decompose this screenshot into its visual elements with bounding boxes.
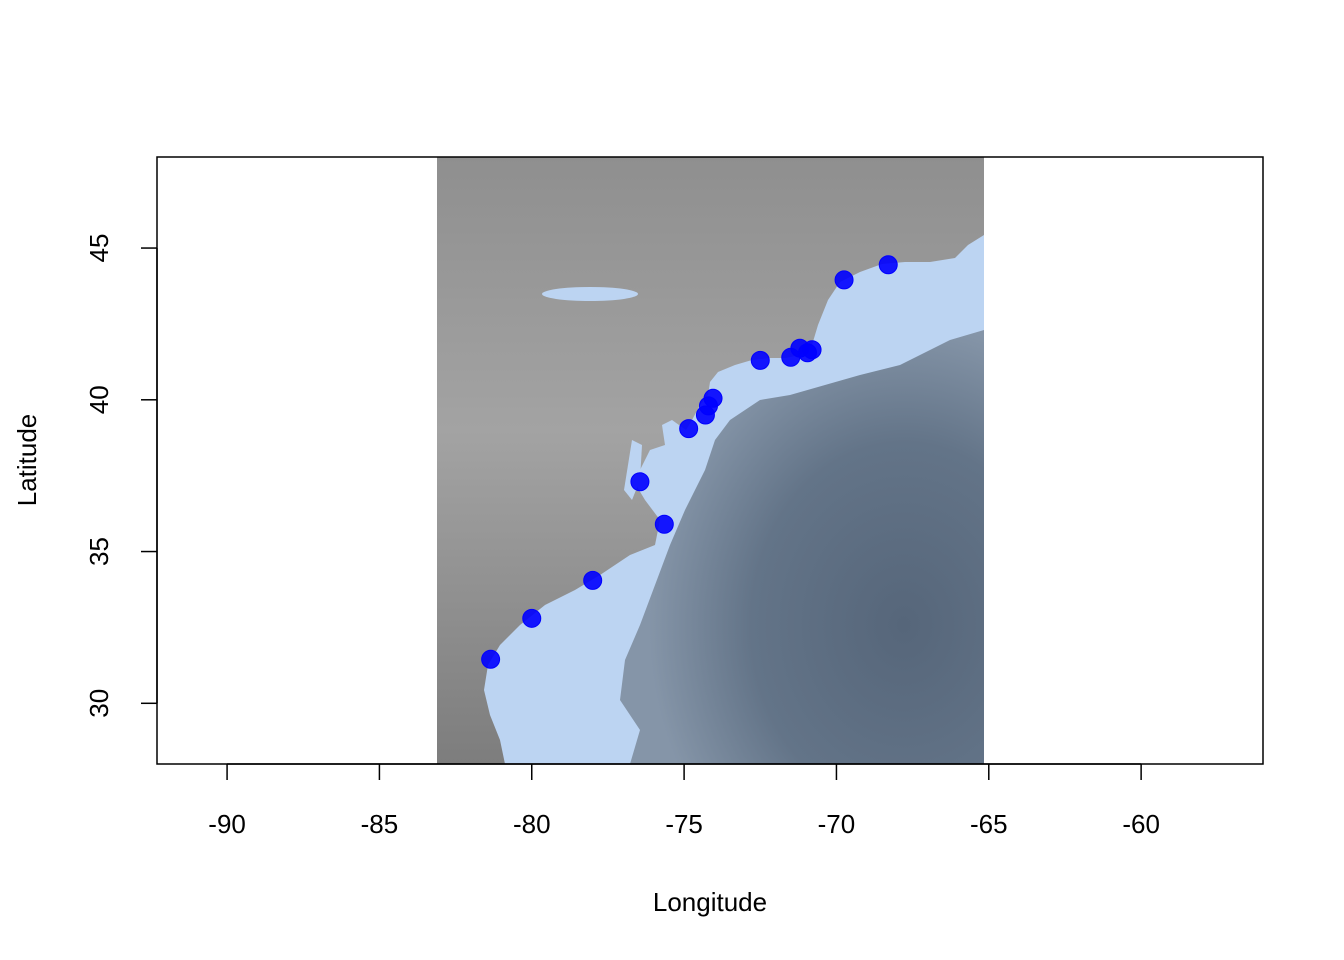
land (437, 157, 984, 764)
y-axis-label: Latitude (12, 414, 42, 507)
station-point (750, 350, 770, 370)
y-tick-label: 40 (84, 385, 114, 414)
y-tick-label: 35 (84, 537, 114, 566)
x-tick-label: -90 (208, 809, 246, 839)
y-tick-label: 30 (84, 689, 114, 718)
station-point (583, 570, 603, 590)
x-tick-label: -85 (361, 809, 399, 839)
station-point (679, 419, 699, 439)
station-point (522, 608, 542, 628)
x-tick-label: -65 (970, 809, 1008, 839)
station-point (630, 472, 650, 492)
x-tick-label: -75 (665, 809, 703, 839)
data-points (481, 255, 898, 669)
x-tick-label: -60 (1122, 809, 1160, 839)
x-axis: -90 -85 -80 -75 -70 -65 -60 (208, 763, 1160, 839)
station-point (802, 340, 822, 360)
y-tick-label: 45 (84, 234, 114, 263)
x-tick-label: -70 (818, 809, 856, 839)
station-point (703, 388, 723, 408)
station-point (834, 270, 854, 290)
lake (542, 287, 638, 301)
station-point (481, 649, 501, 669)
x-axis-label: Longitude (653, 887, 767, 917)
x-tick-label: -80 (513, 809, 551, 839)
station-point (654, 514, 674, 534)
deep-ocean (620, 330, 984, 764)
relief-map (437, 157, 984, 764)
station-point (878, 255, 898, 275)
y-axis: 30 35 40 45 (84, 234, 158, 718)
